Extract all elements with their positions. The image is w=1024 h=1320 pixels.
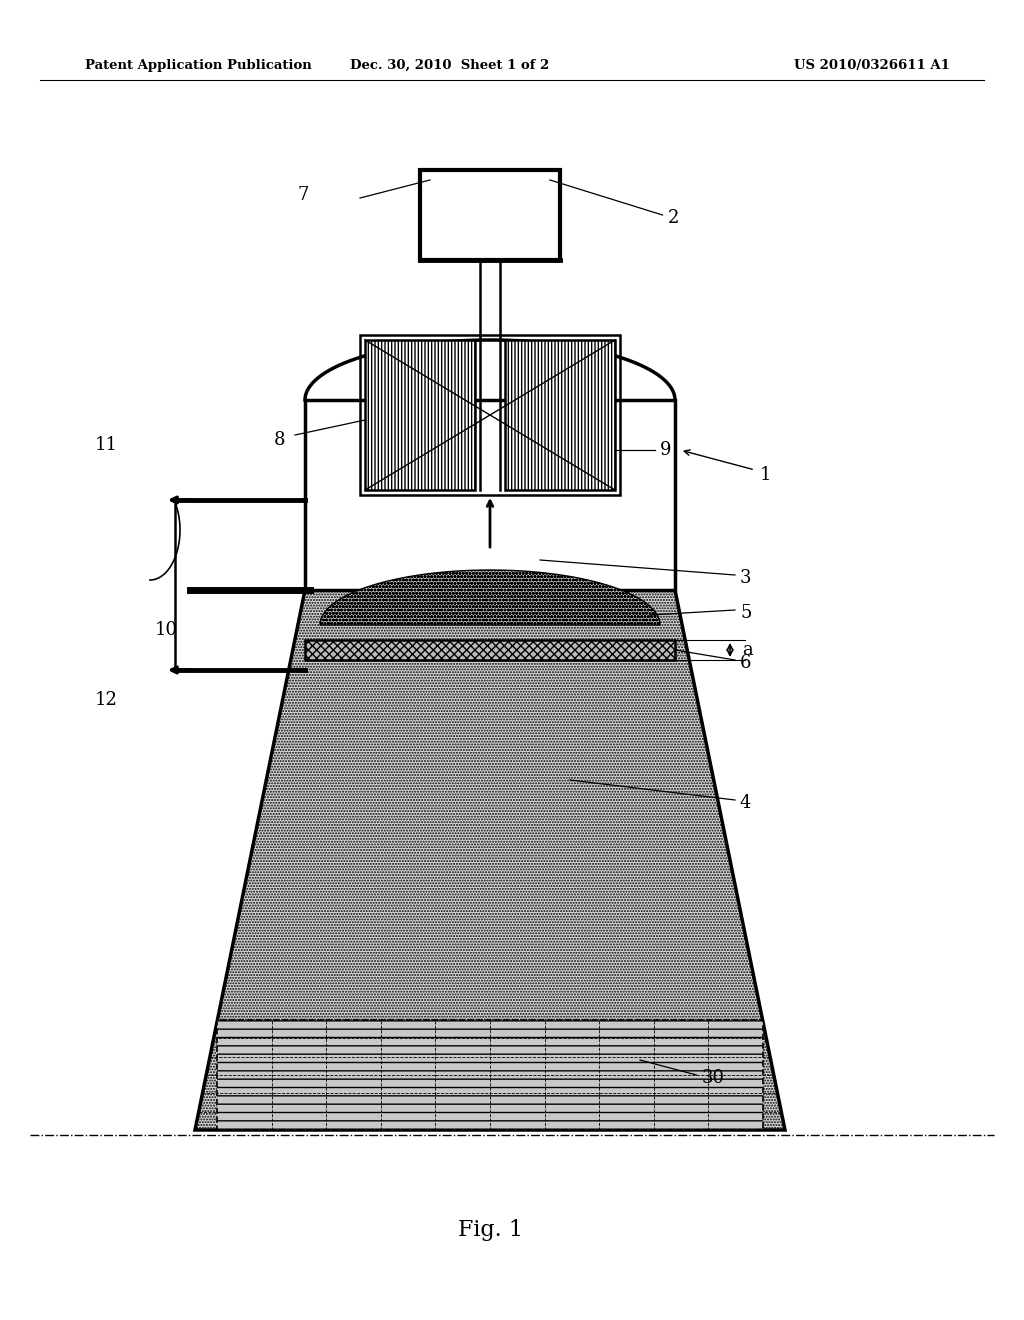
Polygon shape bbox=[319, 570, 660, 624]
Text: 8: 8 bbox=[273, 432, 285, 449]
Text: 11: 11 bbox=[95, 436, 118, 454]
Text: 9: 9 bbox=[660, 441, 672, 459]
Polygon shape bbox=[365, 341, 475, 490]
Polygon shape bbox=[217, 1020, 763, 1130]
Text: 6: 6 bbox=[740, 653, 752, 672]
Text: 7: 7 bbox=[298, 186, 309, 205]
Text: Patent Application Publication: Patent Application Publication bbox=[85, 58, 311, 71]
Text: 3: 3 bbox=[740, 569, 752, 587]
Text: 10: 10 bbox=[155, 620, 178, 639]
Polygon shape bbox=[420, 170, 560, 260]
Text: Fig. 1: Fig. 1 bbox=[458, 1218, 522, 1241]
Polygon shape bbox=[505, 341, 615, 490]
Text: US 2010/0326611 A1: US 2010/0326611 A1 bbox=[795, 58, 950, 71]
Polygon shape bbox=[195, 590, 785, 1130]
Polygon shape bbox=[305, 640, 675, 660]
Text: 2: 2 bbox=[668, 209, 679, 227]
Text: 12: 12 bbox=[95, 690, 118, 709]
Text: 4: 4 bbox=[740, 795, 752, 812]
Text: Dec. 30, 2010  Sheet 1 of 2: Dec. 30, 2010 Sheet 1 of 2 bbox=[350, 58, 550, 71]
Text: a: a bbox=[742, 642, 753, 659]
Text: 5: 5 bbox=[740, 605, 752, 622]
Polygon shape bbox=[305, 400, 675, 590]
Text: 30: 30 bbox=[701, 1069, 725, 1086]
Text: 1: 1 bbox=[760, 466, 771, 484]
